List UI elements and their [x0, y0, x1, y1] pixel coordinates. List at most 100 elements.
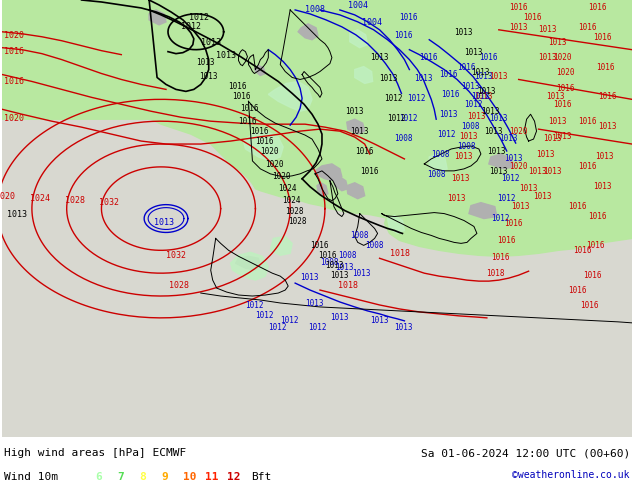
Text: 1008: 1008 [305, 5, 325, 14]
Text: 1018: 1018 [389, 249, 410, 258]
Text: 1013: 1013 [489, 73, 507, 81]
Text: 1016: 1016 [229, 82, 247, 92]
Text: 1013: 1013 [519, 184, 537, 193]
Text: 7: 7 [117, 472, 124, 482]
Text: 1032: 1032 [100, 197, 119, 207]
Polygon shape [334, 177, 348, 191]
Text: 9: 9 [161, 472, 168, 482]
Text: 1013: 1013 [474, 73, 493, 81]
Text: High wind areas [hPa] ECMWF: High wind areas [hPa] ECMWF [4, 448, 186, 458]
Text: 1016: 1016 [4, 77, 24, 86]
Text: 1016: 1016 [568, 201, 587, 211]
Polygon shape [387, 216, 404, 233]
Text: 1020: 1020 [272, 172, 291, 181]
Polygon shape [280, 0, 449, 24]
Text: 1020: 1020 [261, 147, 279, 156]
Text: 1013: 1013 [538, 52, 557, 62]
Polygon shape [350, 30, 368, 48]
Text: 1012: 1012 [308, 323, 327, 332]
Text: 1008: 1008 [431, 150, 450, 159]
Polygon shape [317, 183, 328, 196]
Text: 1013: 1013 [305, 299, 323, 308]
Text: 1020: 1020 [553, 52, 572, 62]
Polygon shape [382, 0, 632, 256]
Text: 1012: 1012 [464, 100, 482, 109]
Text: 1013: 1013 [598, 122, 617, 131]
Text: 1012: 1012 [471, 92, 489, 101]
Text: 1013: 1013 [529, 167, 547, 176]
Text: 1016: 1016 [588, 212, 607, 220]
Text: 1018: 1018 [338, 281, 358, 290]
Text: 1013: 1013 [467, 112, 486, 121]
Text: 8: 8 [139, 472, 146, 482]
Polygon shape [243, 131, 283, 161]
Text: 1013: 1013 [439, 110, 458, 119]
Text: 1013: 1013 [487, 147, 505, 156]
Text: 1013: 1013 [553, 132, 572, 141]
Text: 1013: 1013 [350, 127, 368, 136]
Text: 1016: 1016 [504, 220, 522, 228]
Text: 1016: 1016 [557, 84, 575, 94]
Text: 1018: 1018 [486, 269, 505, 278]
Text: 1013: 1013 [330, 271, 349, 280]
Text: 1013: 1013 [464, 48, 482, 57]
Text: 1013: 1013 [471, 68, 489, 76]
Text: 1016: 1016 [233, 92, 251, 101]
Text: 1013: 1013 [345, 107, 363, 116]
Text: 1012: 1012 [437, 130, 456, 139]
Text: 1013: 1013 [534, 192, 552, 201]
Text: 1013: 1013 [415, 74, 433, 83]
Polygon shape [270, 236, 292, 255]
Text: 1013: 1013 [511, 201, 529, 211]
Text: 1016: 1016 [4, 47, 24, 56]
Text: 1004: 1004 [362, 18, 382, 27]
Text: 1013: 1013 [595, 152, 614, 161]
Text: 1012: 1012 [268, 323, 287, 332]
Text: 1028: 1028 [65, 196, 85, 205]
Text: 1013: 1013 [477, 87, 495, 97]
Polygon shape [236, 256, 261, 270]
Polygon shape [254, 66, 266, 75]
Text: 1016: 1016 [310, 242, 328, 250]
Text: 1013: 1013 [300, 273, 319, 282]
Text: 1008: 1008 [394, 134, 413, 143]
Text: 1016: 1016 [439, 71, 458, 79]
Text: 1013: 1013 [201, 38, 221, 47]
Polygon shape [268, 81, 312, 111]
Text: 1012: 1012 [245, 301, 264, 310]
Text: 1013: 1013 [489, 114, 507, 123]
Text: 1020: 1020 [508, 127, 527, 136]
Text: 1016: 1016 [598, 92, 617, 101]
Polygon shape [315, 164, 342, 181]
Text: 1012: 1012 [497, 194, 515, 203]
Text: 1020: 1020 [4, 114, 24, 123]
Text: 11: 11 [205, 472, 219, 482]
Polygon shape [429, 154, 447, 172]
Text: 1016: 1016 [588, 3, 607, 12]
Text: 1016: 1016 [359, 167, 378, 176]
Text: 1020: 1020 [557, 68, 575, 76]
Text: 1016: 1016 [586, 242, 605, 250]
Text: 1012: 1012 [387, 114, 406, 123]
Text: 1013: 1013 [380, 74, 398, 83]
Text: 1008: 1008 [350, 231, 368, 241]
Text: 1016: 1016 [419, 52, 438, 62]
Text: 1013: 1013 [325, 261, 344, 270]
Text: 1013: 1013 [199, 73, 217, 81]
Text: 1013: 1013 [547, 92, 565, 101]
Text: 1013: 1013 [154, 218, 174, 226]
Text: 1013: 1013 [370, 316, 388, 325]
Text: 1016: 1016 [583, 271, 602, 280]
Text: 1013: 1013 [196, 57, 214, 67]
Text: 1020: 1020 [4, 31, 24, 40]
Text: 1013: 1013 [543, 167, 562, 176]
Text: 1016: 1016 [240, 104, 259, 113]
Text: 1016: 1016 [553, 100, 572, 109]
Text: 1013: 1013 [370, 52, 388, 62]
Text: 1013: 1013 [461, 82, 479, 92]
Text: 1013: 1013 [454, 28, 472, 37]
Text: 1028: 1028 [288, 217, 307, 225]
Text: 12: 12 [227, 472, 240, 482]
Text: 1012: 1012 [181, 22, 201, 31]
Text: 1013: 1013 [489, 167, 507, 176]
